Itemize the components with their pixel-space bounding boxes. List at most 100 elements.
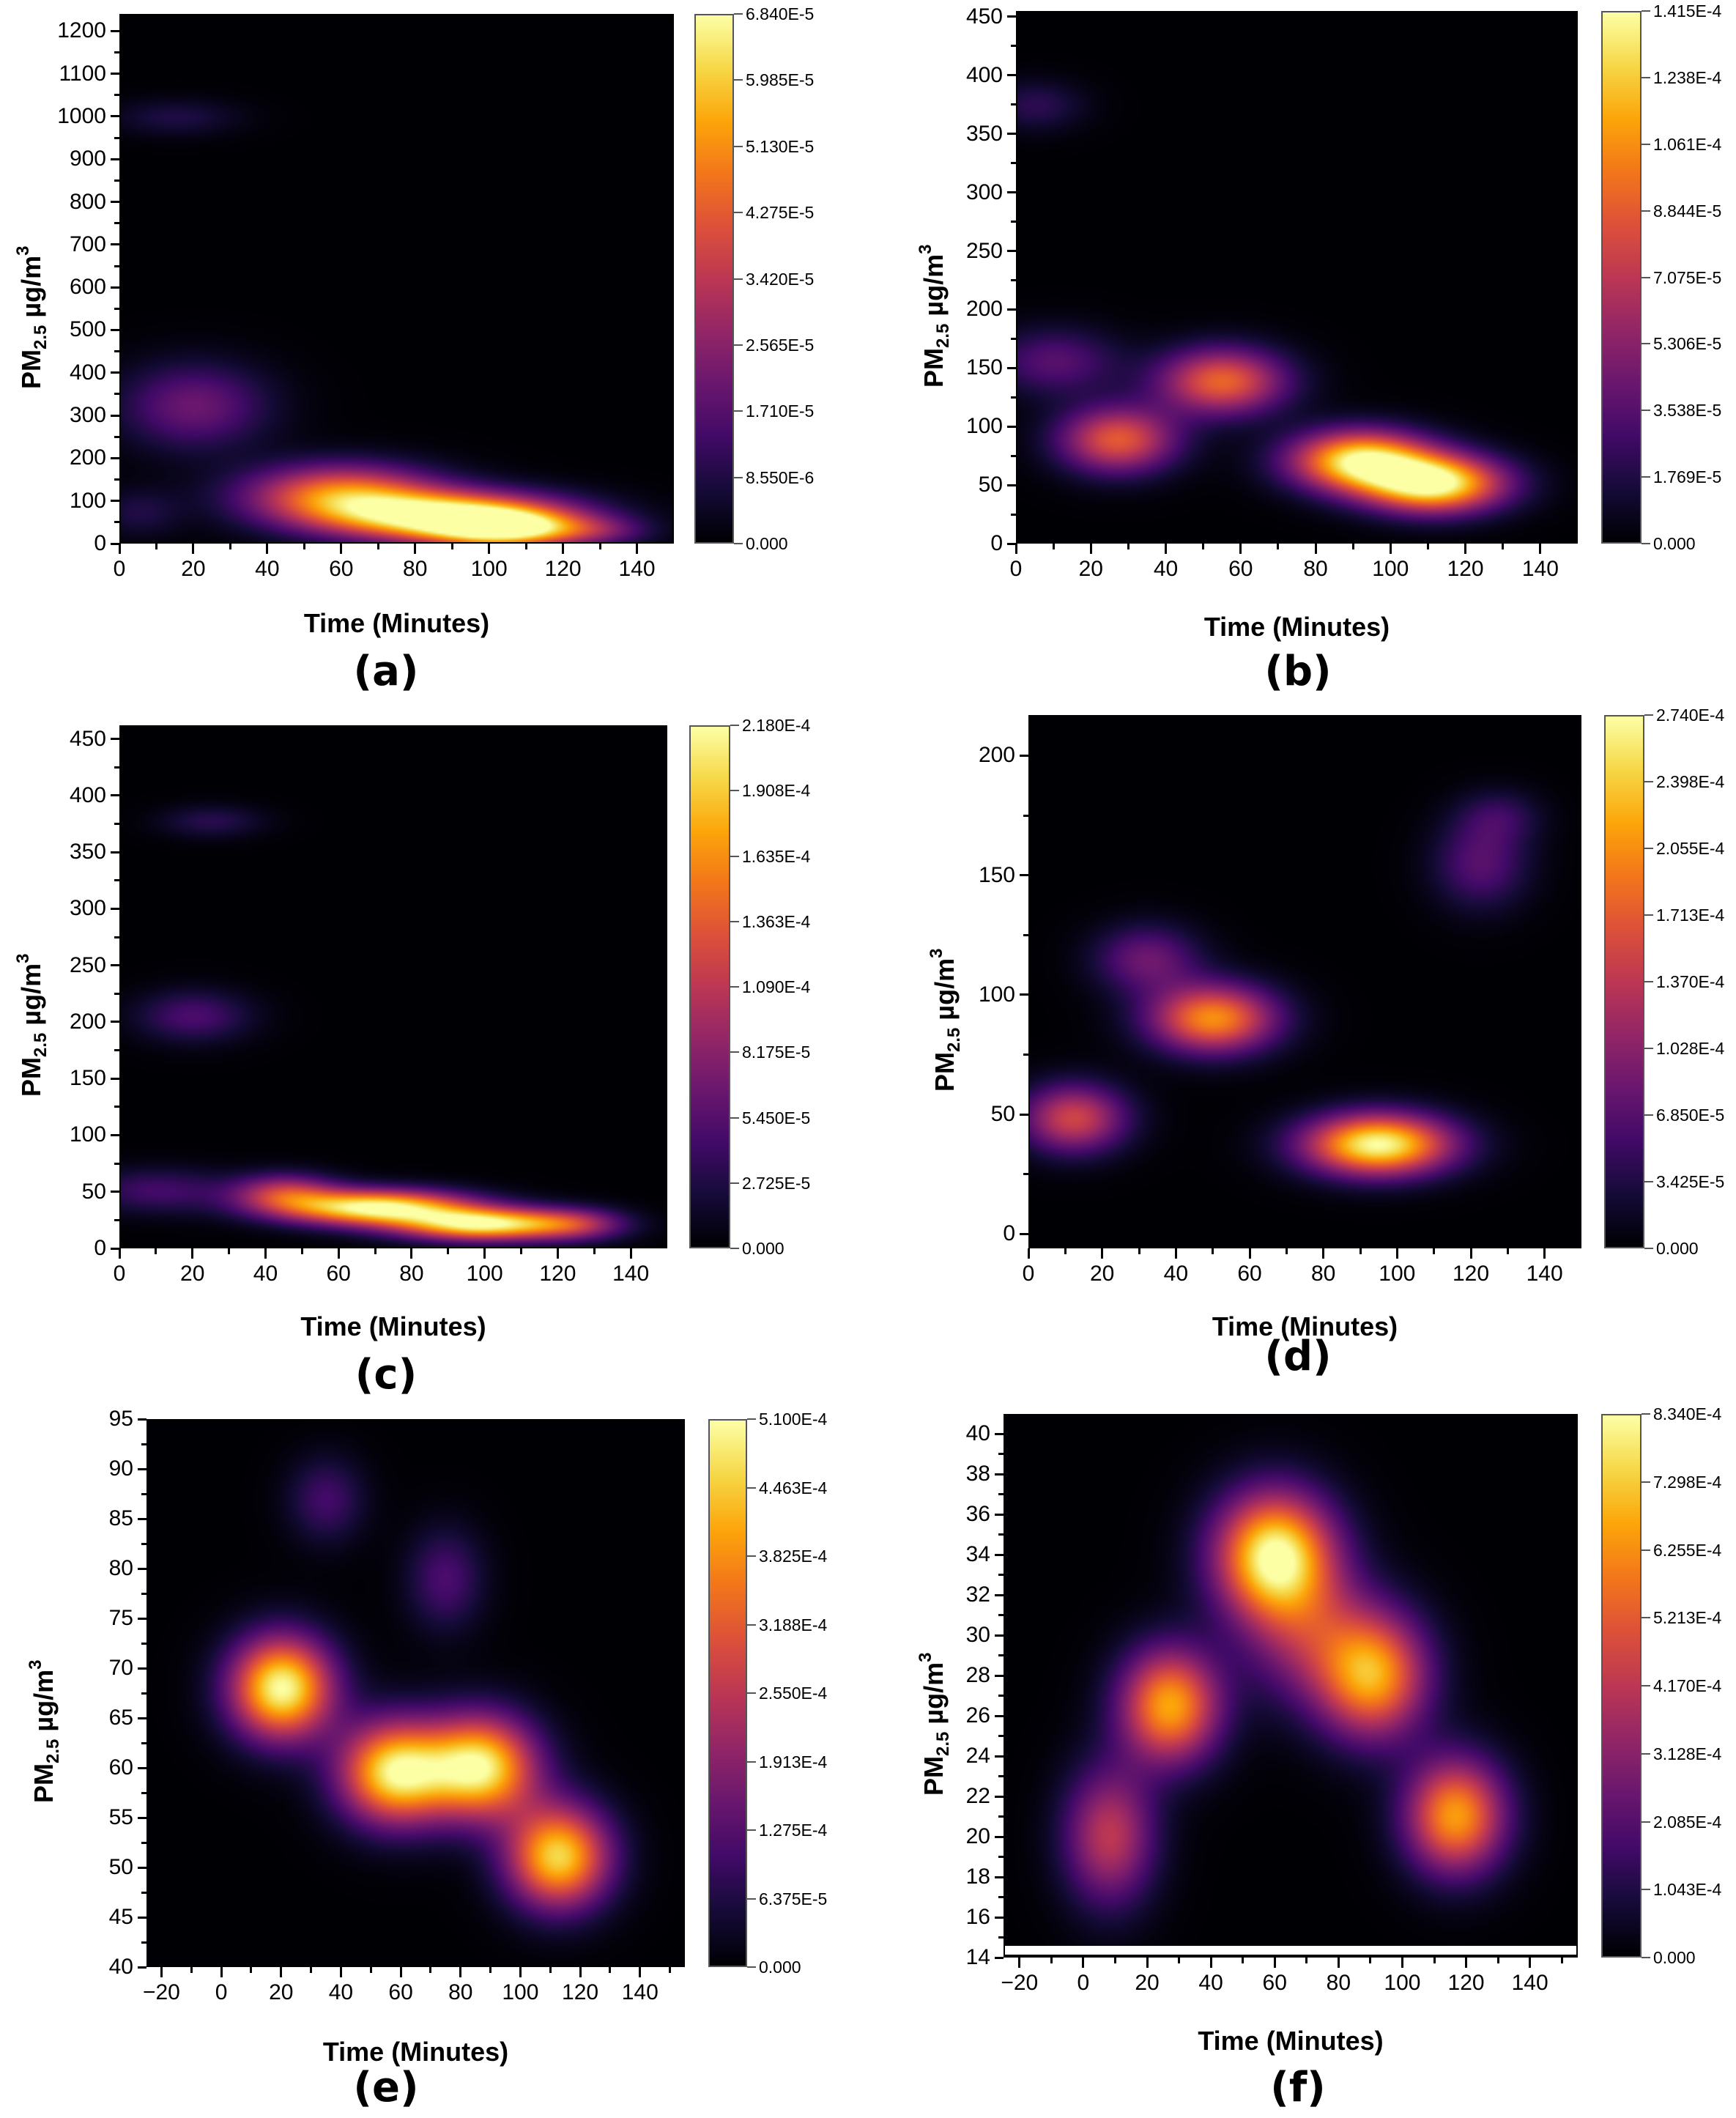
y-tick — [1007, 366, 1016, 369]
y-tick — [1007, 133, 1016, 136]
x-tick — [1174, 1248, 1177, 1259]
x-tick — [280, 1967, 283, 1977]
colorbar-tick — [730, 1051, 739, 1054]
colorbar-gradient — [1603, 12, 1640, 542]
y-minor-tick — [1011, 162, 1016, 165]
y-minor-tick — [141, 1443, 146, 1445]
y-minor-tick — [1011, 454, 1016, 457]
x-minor-tick — [524, 544, 527, 549]
y-tick — [111, 500, 119, 503]
x-tick-label: 100 — [1372, 557, 1409, 581]
x-axis-title: Time (Minutes) — [300, 1311, 486, 1341]
x-tick-label: 140 — [1521, 557, 1559, 581]
y-minor-tick — [1011, 278, 1016, 281]
y-minor-tick — [141, 1891, 146, 1894]
colorbar-tick-label: 1.713E-4 — [1656, 906, 1725, 925]
x-tick — [639, 1967, 642, 1977]
x-minor-tick — [310, 1967, 313, 1973]
y-minor-tick — [114, 1218, 119, 1221]
y-minor-tick — [998, 1574, 1004, 1577]
x-tick — [636, 544, 639, 554]
colorbar-tick-label: 1.913E-4 — [759, 1752, 828, 1771]
y-tick-label: 1100 — [59, 61, 106, 86]
y-tick-label: 0 — [94, 531, 106, 555]
y-axis-title: PM2.5 µg/m3 — [26, 1660, 64, 1803]
y-tick-label: 1200 — [57, 18, 106, 43]
x-minor-tick — [1050, 1958, 1053, 1963]
y-minor-tick — [114, 1106, 119, 1108]
x-tick-label: 40 — [1163, 1262, 1189, 1286]
heatmap-plot-area — [1004, 1414, 1578, 1958]
x-tick — [337, 1248, 340, 1259]
colorbar-tick — [1642, 476, 1650, 478]
colorbar-tick-label: 1.769E-5 — [1653, 467, 1722, 487]
x-minor-tick — [1369, 1958, 1372, 1963]
x-tick-label: 140 — [621, 1980, 659, 2004]
colorbar-tick — [730, 1117, 739, 1119]
y-tick-label: 85 — [108, 1506, 133, 1530]
y-tick-label: 0 — [94, 1236, 106, 1260]
y-tick — [111, 201, 119, 204]
x-tick — [264, 1248, 267, 1259]
x-axis-title: Time (Minutes) — [322, 2037, 509, 2067]
y-tick-label: 100 — [69, 1122, 106, 1147]
y-tick-label: 100 — [69, 488, 106, 513]
x-minor-tick — [1305, 1958, 1308, 1963]
x-tick-label: 120 — [1447, 1971, 1485, 1995]
x-minor-tick — [1113, 1958, 1116, 1963]
y-tick — [138, 1916, 146, 1919]
y-tick-label: 36 — [965, 1502, 990, 1527]
x-axis-title: Time (Minutes) — [1198, 2026, 1384, 2056]
y-axis-title-sup: 3 — [916, 1652, 935, 1662]
colorbar-tick-label: 7.298E-4 — [1653, 1472, 1722, 1492]
y-minor-tick — [998, 1453, 1004, 1456]
colorbar-tick — [730, 986, 739, 988]
x-minor-tick — [1064, 1248, 1067, 1254]
colorbar-tick — [1644, 1048, 1653, 1049]
y-tick — [111, 1021, 119, 1023]
colorbar-tick — [1644, 981, 1653, 982]
y-tick-label: 400 — [69, 782, 106, 807]
y-tick-label: 28 — [965, 1663, 990, 1688]
y-tick — [995, 1473, 1004, 1475]
heatmap-canvas — [1005, 1415, 1576, 1956]
y-axis-title-sup: 3 — [13, 245, 33, 256]
colorbar-tick-label: 3.420E-5 — [746, 269, 815, 289]
x-tick — [1401, 1958, 1403, 1968]
x-tick — [562, 544, 565, 554]
y-tick-label: 20 — [965, 1824, 990, 1849]
x-minor-tick — [598, 544, 601, 549]
x-axis-title: Time (Minutes) — [1212, 1311, 1398, 1341]
x-tick — [410, 1248, 413, 1259]
colorbar-tick-label: 2.398E-4 — [1656, 772, 1725, 791]
x-minor-tick — [1242, 1958, 1244, 1963]
y-tick-label: 24 — [965, 1744, 990, 1769]
x-tick-label: 140 — [1511, 1971, 1548, 1995]
y-axis-title-sup: 3 — [26, 1659, 45, 1670]
x-minor-tick — [374, 1248, 376, 1254]
x-minor-tick — [376, 544, 379, 549]
y-tick — [995, 1674, 1004, 1677]
y-tick-label: 0 — [1003, 1221, 1015, 1246]
y-tick — [111, 851, 119, 854]
colorbar-tick-label: 1.043E-4 — [1653, 1880, 1722, 1900]
y-minor-tick — [114, 1049, 119, 1052]
y-axis-title-unit: µg/m — [16, 255, 46, 325]
y-tick — [111, 794, 119, 797]
y-tick-label: 400 — [965, 62, 1003, 87]
y-minor-tick — [1023, 814, 1028, 817]
x-tick-label: 20 — [180, 1262, 205, 1286]
colorbar-tick — [747, 1829, 756, 1831]
x-minor-tick — [1052, 544, 1055, 549]
colorbar-tick — [1642, 1889, 1650, 1891]
x-tick — [160, 1967, 163, 1977]
y-tick-label: 50 — [108, 1855, 133, 1879]
y-minor-tick — [1011, 103, 1016, 106]
colorbar-tick — [1642, 1685, 1650, 1686]
colorbar-tick-label: 2.180E-4 — [742, 716, 811, 735]
y-tick-label: 38 — [965, 1462, 990, 1486]
y-minor-tick — [114, 879, 119, 882]
x-minor-tick — [520, 1248, 523, 1254]
x-minor-tick — [669, 1967, 672, 1973]
colorbar-tick — [734, 13, 743, 15]
